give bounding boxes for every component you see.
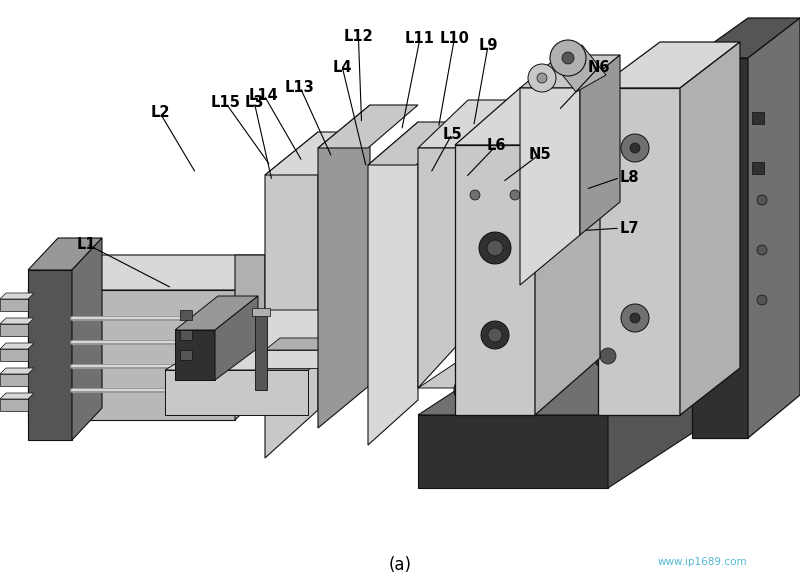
Text: L2: L2	[150, 105, 170, 121]
Circle shape	[537, 73, 547, 83]
Polygon shape	[165, 370, 308, 415]
Polygon shape	[72, 238, 102, 440]
Text: L6: L6	[486, 138, 506, 153]
Text: N5: N5	[529, 146, 551, 162]
Circle shape	[481, 321, 509, 349]
Polygon shape	[28, 270, 72, 440]
Text: L12: L12	[343, 29, 374, 44]
Polygon shape	[265, 132, 368, 175]
Circle shape	[630, 143, 640, 153]
Polygon shape	[418, 355, 700, 415]
Text: L14: L14	[249, 88, 279, 103]
Polygon shape	[580, 55, 620, 235]
Polygon shape	[520, 55, 620, 88]
Circle shape	[530, 364, 546, 380]
Bar	[252, 308, 270, 316]
Polygon shape	[608, 355, 700, 488]
Polygon shape	[175, 330, 215, 380]
Polygon shape	[535, 88, 600, 415]
Circle shape	[510, 190, 520, 200]
Text: L5: L5	[442, 126, 462, 142]
Polygon shape	[418, 328, 608, 388]
Circle shape	[460, 382, 476, 398]
Circle shape	[621, 304, 649, 332]
Polygon shape	[318, 105, 418, 148]
Polygon shape	[598, 88, 680, 415]
Circle shape	[757, 195, 767, 205]
Text: (a): (a)	[389, 556, 411, 574]
Bar	[180, 330, 192, 340]
Polygon shape	[0, 393, 34, 399]
Polygon shape	[692, 58, 748, 438]
Polygon shape	[0, 299, 28, 311]
Polygon shape	[520, 88, 580, 285]
Polygon shape	[0, 318, 34, 324]
Polygon shape	[0, 349, 28, 361]
Bar	[180, 350, 192, 360]
Circle shape	[454, 376, 482, 404]
Polygon shape	[0, 293, 34, 299]
Circle shape	[757, 295, 767, 305]
Polygon shape	[265, 132, 318, 458]
Circle shape	[757, 245, 767, 255]
Polygon shape	[28, 238, 102, 270]
Circle shape	[630, 313, 640, 323]
Text: L13: L13	[285, 79, 315, 95]
Polygon shape	[418, 100, 510, 148]
Polygon shape	[265, 338, 418, 350]
Polygon shape	[552, 45, 606, 92]
Circle shape	[488, 328, 502, 342]
Polygon shape	[462, 100, 510, 340]
Text: L4: L4	[333, 60, 352, 75]
Polygon shape	[368, 122, 418, 445]
Circle shape	[621, 134, 649, 162]
Polygon shape	[265, 350, 403, 368]
Polygon shape	[0, 324, 28, 336]
Circle shape	[562, 52, 574, 64]
Circle shape	[550, 40, 586, 76]
Polygon shape	[680, 42, 740, 415]
Polygon shape	[455, 88, 600, 145]
Bar	[752, 112, 764, 124]
Polygon shape	[692, 18, 800, 58]
Polygon shape	[418, 148, 462, 388]
Bar	[752, 162, 764, 174]
Polygon shape	[235, 255, 265, 420]
Polygon shape	[28, 255, 265, 290]
Polygon shape	[598, 42, 740, 88]
Polygon shape	[215, 296, 258, 380]
Circle shape	[528, 64, 556, 92]
Circle shape	[524, 358, 552, 386]
Circle shape	[470, 190, 480, 200]
Text: L10: L10	[439, 31, 470, 46]
Text: N6: N6	[587, 60, 610, 75]
Polygon shape	[0, 374, 28, 386]
Polygon shape	[418, 415, 608, 488]
Bar	[180, 310, 192, 320]
Text: L9: L9	[478, 38, 498, 54]
Polygon shape	[368, 122, 466, 165]
Text: L3: L3	[245, 95, 264, 111]
Text: L8: L8	[620, 170, 640, 185]
Polygon shape	[0, 368, 34, 374]
Polygon shape	[748, 18, 800, 438]
Circle shape	[479, 232, 511, 264]
Circle shape	[487, 240, 503, 256]
Text: L7: L7	[620, 220, 639, 236]
Polygon shape	[28, 290, 235, 420]
Polygon shape	[0, 343, 34, 349]
Bar	[255, 310, 267, 390]
Text: www.ip1689.com: www.ip1689.com	[658, 556, 747, 567]
Circle shape	[600, 348, 616, 364]
Text: L15: L15	[210, 95, 241, 111]
Text: L11: L11	[405, 31, 435, 46]
Circle shape	[594, 342, 622, 370]
Polygon shape	[175, 296, 258, 330]
Text: L1: L1	[77, 236, 96, 252]
Polygon shape	[455, 145, 535, 415]
Polygon shape	[165, 310, 408, 370]
Polygon shape	[0, 399, 28, 411]
Polygon shape	[318, 105, 370, 428]
